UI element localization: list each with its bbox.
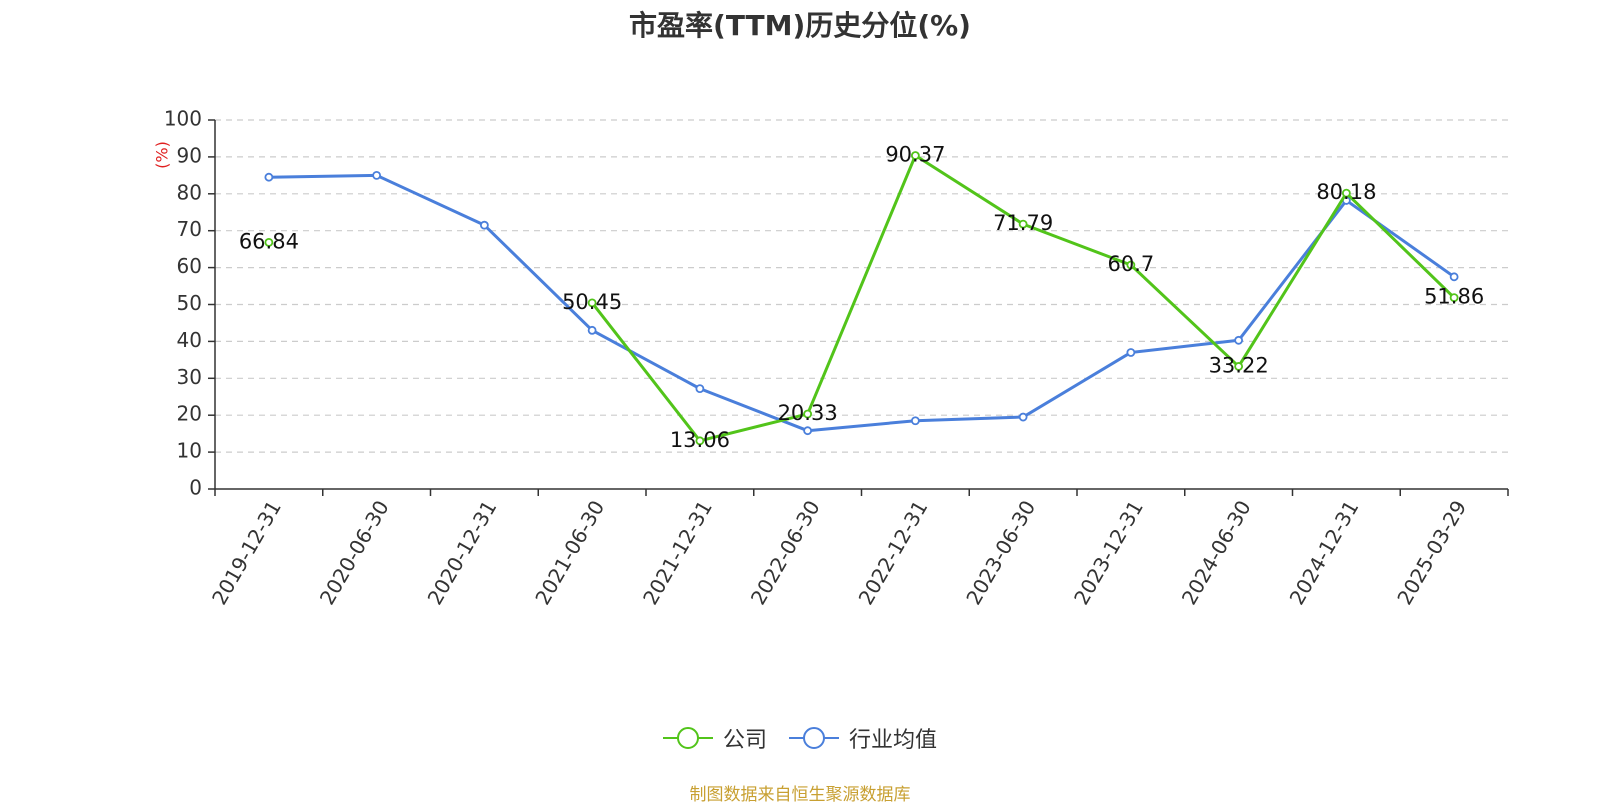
data-label: 51.86	[1424, 285, 1484, 309]
data-point	[1449, 293, 1459, 303]
x-tick-label: 2020-06-30	[315, 496, 394, 609]
data-label: 80.18	[1316, 180, 1376, 204]
data-label: 33.22	[1209, 353, 1269, 377]
y-tick-label: 50	[177, 291, 202, 315]
y-tick-label: 60	[177, 254, 202, 278]
data-point	[910, 151, 920, 160]
x-tick-label: 2021-12-31	[638, 496, 717, 609]
x-tick-label: 2024-12-31	[1285, 496, 1364, 609]
legend-company-label: 公司	[722, 728, 767, 753]
data-point	[372, 170, 382, 180]
data-point	[695, 384, 705, 394]
data-label: 90.37	[885, 143, 945, 167]
legend-industry-avg-label: 行业均值	[849, 728, 938, 753]
data-point	[587, 325, 597, 335]
data-label: 66.84	[239, 229, 299, 253]
data-point	[479, 220, 489, 230]
data-point	[1341, 188, 1351, 198]
y-tick-label: 90	[177, 143, 202, 167]
data-point	[803, 409, 813, 419]
legend-industry-avg-icon	[789, 727, 839, 749]
y-tick-label: 10	[177, 439, 202, 463]
source-note: 制图数据来自恒生聚源数据库	[689, 785, 911, 805]
data-point	[264, 172, 274, 182]
legend-item-industry-avg[interactable]: 行业均值	[789, 722, 937, 754]
data-point	[264, 237, 274, 247]
y-tick-label: 20	[177, 402, 202, 426]
data-label: 60.7	[1107, 252, 1154, 276]
data-point	[1018, 412, 1028, 422]
data-point	[803, 426, 813, 436]
x-tick-label: 2024-06-30	[1177, 496, 1256, 609]
legend-company-icon	[662, 727, 713, 749]
y-axis-unit-label: (%)	[153, 141, 172, 169]
x-tick-label: 2021-06-30	[530, 496, 609, 609]
data-label: 71.79	[993, 211, 1053, 235]
data-point	[1234, 335, 1244, 345]
y-tick-label: 30	[177, 365, 202, 389]
data-label: 20.33	[778, 401, 838, 425]
axes: 0 10 20 30 40 50 60 70 80 90 100 2019-12-31 2020-06-…	[164, 107, 1509, 609]
data-point	[1018, 219, 1028, 229]
x-tick-label: 2023-12-31	[1069, 496, 1148, 609]
data-point	[910, 416, 920, 426]
y-tick-label: 70	[177, 217, 202, 241]
data-label: 50.45	[562, 290, 622, 314]
y-tick-label: 40	[177, 328, 202, 352]
series-line	[268, 173, 1455, 433]
x-tick-label: 2025-03-29	[1392, 496, 1471, 609]
x-tick-label: 2019-12-31	[207, 496, 286, 609]
y-tick-label: 100	[164, 107, 202, 131]
y-tick-label: 80	[177, 180, 202, 204]
y-tick-label: 0	[189, 476, 202, 500]
data-point	[695, 436, 705, 446]
legend-item-company[interactable]: 公司	[662, 722, 767, 754]
data-point	[1449, 272, 1459, 282]
series-lines	[264, 151, 1459, 446]
data-point	[587, 298, 597, 308]
chart-title: 市盈率(TTM)历史分位(%)	[629, 9, 971, 42]
x-tick-label: 2023-06-30	[961, 496, 1040, 609]
x-tick-label: 2022-12-31	[854, 496, 933, 609]
data-point	[1126, 260, 1136, 270]
legend: 公司 行业均值	[0, 722, 1600, 754]
data-labels: 66.84 50.45 13.06 20.33 90.37 71.79 60.7 33.22 8…	[239, 143, 1484, 452]
x-tick-label: 2022-06-30	[746, 496, 825, 609]
data-point	[1234, 362, 1244, 371]
data-point	[1126, 348, 1136, 357]
data-label: 13.06	[670, 428, 730, 452]
x-tick-label: 2020-12-31	[423, 496, 502, 609]
